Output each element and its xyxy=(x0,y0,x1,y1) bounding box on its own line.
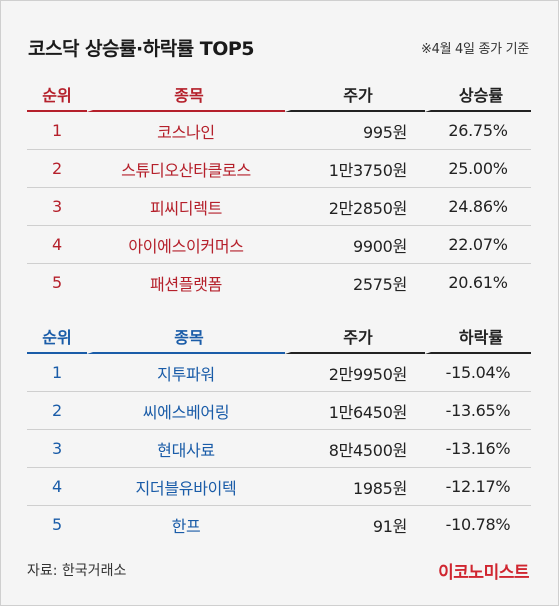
price-cell: 91원 xyxy=(372,516,407,536)
basis-note: ※4월 4일 종가 기준 xyxy=(421,42,529,57)
rank-cell: 5 xyxy=(52,273,62,292)
table-row: 5 패션플랫폼 2575원 20.61% xyxy=(27,264,531,301)
table-row: 1 코스나인 995원 26.75% xyxy=(27,112,531,150)
rate-cell: 20.61% xyxy=(448,273,508,292)
price-cell: 2만9950원 xyxy=(285,354,425,392)
price-cell: 9900원 xyxy=(285,226,425,264)
infographic-title: 코스닥 상승률·하락률 TOP5 xyxy=(28,38,255,60)
rank-cell: 3 xyxy=(27,430,87,468)
rank-cell: 2 xyxy=(27,150,87,188)
header-name: 종목 xyxy=(87,78,285,112)
losers-table: 순위 종목 주가 하락률 1 지투파워 2만9950원 -15.04% 2 씨에… xyxy=(27,320,531,543)
header-price: 주가 xyxy=(285,78,425,112)
table-row: 5 한프 91원 -10.78% xyxy=(27,506,531,543)
rate-cell: -15.04% xyxy=(425,354,531,392)
rate-cell: 22.07% xyxy=(425,226,531,264)
table-row: 4 지더블유바이텍 1985원 -12.17% xyxy=(27,468,531,506)
stock-name-cell: 아이에스이커머스 xyxy=(87,226,285,264)
price-cell: 2만2850원 xyxy=(285,188,425,226)
price-cell: 995원 xyxy=(285,112,425,150)
price-cell: 1만6450원 xyxy=(285,392,425,430)
table-row: 3 피씨디렉트 2만2850원 24.86% xyxy=(27,188,531,226)
stock-name-cell: 지더블유바이텍 xyxy=(87,468,285,506)
rank-cell: 4 xyxy=(27,468,87,506)
price-cell: 1만3750원 xyxy=(285,150,425,188)
rate-cell: 24.86% xyxy=(425,188,531,226)
rate-cell: -12.17% xyxy=(425,468,531,506)
stock-name-cell: 패션플랫폼 xyxy=(149,274,223,294)
stock-name-cell: 스튜디오산타클로스 xyxy=(87,150,285,188)
rank-cell: 5 xyxy=(52,515,62,534)
table-row: 2 스튜디오산타클로스 1만3750원 25.00% xyxy=(27,150,531,188)
header-name: 종목 xyxy=(87,320,285,354)
table-row: 3 현대사료 8만4500원 -13.16% xyxy=(27,430,531,468)
stock-name-cell: 한프 xyxy=(171,516,201,536)
losers-header-row: 순위 종목 주가 하락률 xyxy=(27,320,531,354)
header-rank: 순위 xyxy=(27,320,87,354)
stock-name-cell: 지투파워 xyxy=(87,354,285,392)
rank-cell: 3 xyxy=(27,188,87,226)
price-cell: 8만4500원 xyxy=(285,430,425,468)
price-cell: 1985원 xyxy=(285,468,425,506)
rank-cell: 1 xyxy=(27,112,87,150)
table-row: 4 아이에스이커머스 9900원 22.07% xyxy=(27,226,531,264)
stock-name-cell: 씨에스베어링 xyxy=(87,392,285,430)
rate-cell: -13.16% xyxy=(425,430,531,468)
rank-cell: 1 xyxy=(27,354,87,392)
rate-cell: -13.65% xyxy=(425,392,531,430)
header-rank: 순위 xyxy=(27,78,87,112)
table-row: 2 씨에스베어링 1만6450원 -13.65% xyxy=(27,392,531,430)
header-price: 주가 xyxy=(285,320,425,354)
rate-cell: 26.75% xyxy=(425,112,531,150)
gainers-table: 순위 종목 주가 상승률 1 코스나인 995원 26.75% 2 스튜디오산타… xyxy=(27,78,531,301)
source-note: 자료: 한국거래소 xyxy=(27,563,127,579)
rank-cell: 4 xyxy=(27,226,87,264)
stock-name-cell: 코스나인 xyxy=(87,112,285,150)
price-cell: 2575원 xyxy=(353,274,407,294)
table-row: 1 지투파워 2만9950원 -15.04% xyxy=(27,354,531,392)
stock-name-cell: 현대사료 xyxy=(87,430,285,468)
rate-cell: -10.78% xyxy=(445,515,511,534)
rate-cell: 25.00% xyxy=(425,150,531,188)
stock-name-cell: 피씨디렉트 xyxy=(87,188,285,226)
header-rate: 하락률 xyxy=(425,320,531,354)
header-rate: 상승률 xyxy=(425,78,531,112)
gainers-header-row: 순위 종목 주가 상승률 xyxy=(27,78,531,112)
rank-cell: 2 xyxy=(27,392,87,430)
brand-logo: 이코노미스트 xyxy=(438,563,529,583)
